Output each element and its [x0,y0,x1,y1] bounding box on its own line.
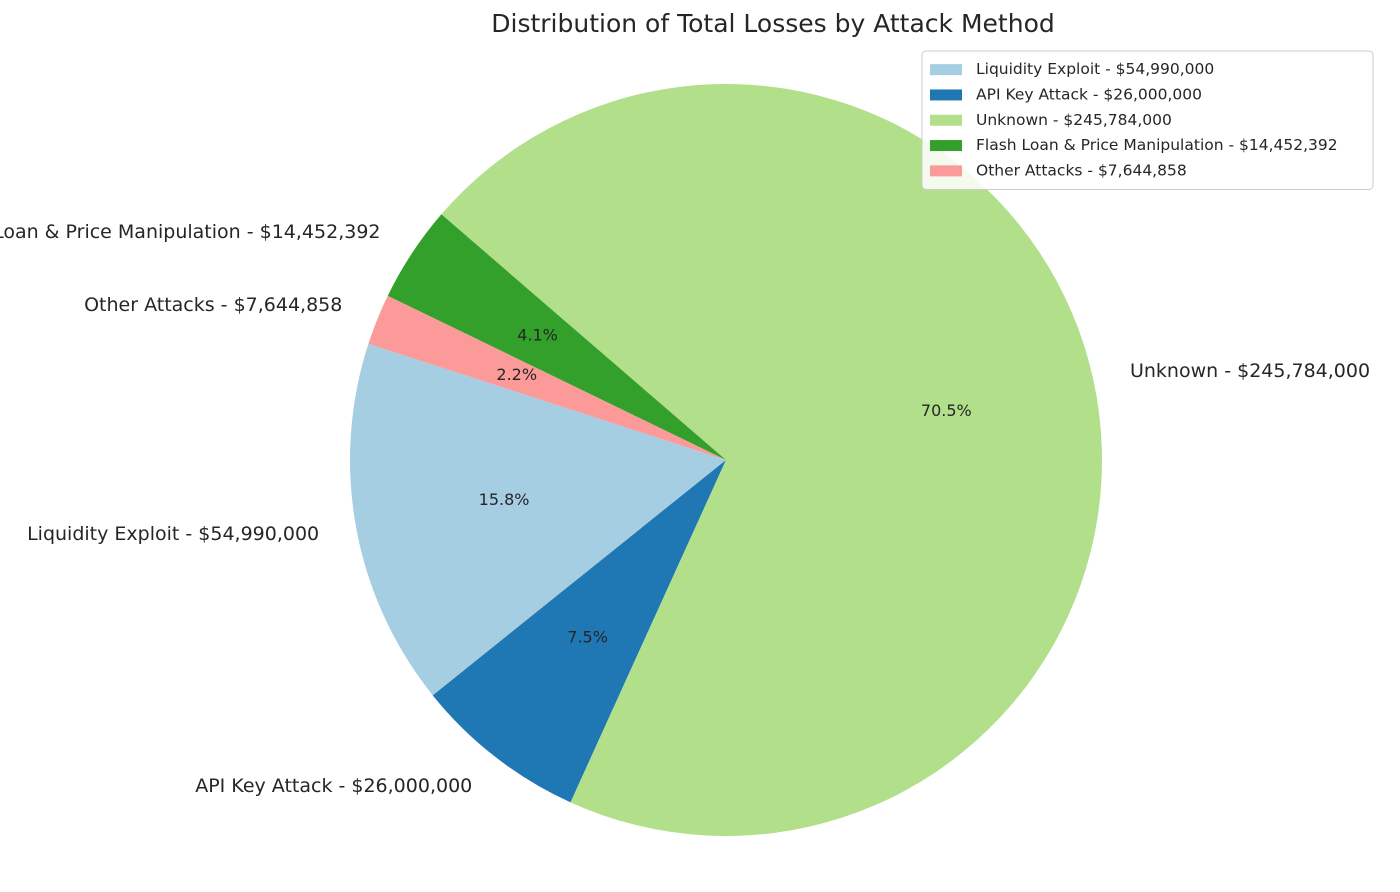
percent-label-liquidity-exploit: 15.8% [479,490,530,509]
percent-label-flash-loan-price-manipulation: 4.1% [517,325,558,344]
percent-labels: 15.8% 7.5% 70.5% 4.1% 2.2% [479,325,972,646]
pie-slice-unknown [441,83,1102,836]
slice-label-flash-loan-price-manipulation: Flash Loan & Price Manipulation - $14,45… [0,221,380,243]
pie-slice-flash-loan-price-manipulation [387,214,726,460]
legend-swatch-liquidity-exploit [930,64,962,76]
legend-box [921,50,1374,190]
slice-label-unknown: Unknown - $245,784,000 [1130,360,1370,382]
legend: Liquidity Exploit - $54,990,000 API Key A… [921,50,1374,190]
legend-entry-api-key-attack: API Key Attack - $26,000,000 [976,85,1202,103]
percent-label-other-attacks: 2.2% [496,365,537,384]
legend-swatch-api-key-attack [930,89,962,101]
legend-entry-liquidity-exploit: Liquidity Exploit - $54,990,000 [976,60,1214,78]
legend-swatch-unknown [930,114,962,126]
percent-label-api-key-attack: 7.5% [567,628,608,647]
legend-entry-unknown: Unknown - $245,784,000 [976,111,1172,129]
legend-swatch-other-attacks [930,165,962,177]
legend-entry-flash-loan-price-manipulation: Flash Loan & Price Manipulation - $14,45… [976,136,1338,154]
pie-slice-api-key-attack [432,460,726,803]
legend-entry-other-attacks: Other Attacks - $7,644,858 [976,161,1187,179]
pie-slice-other-attacks [368,295,726,460]
chart-title: Distribution of Total Losses by Attack M… [491,9,1055,38]
slice-labels: Liquidity Exploit - $54,990,000 API Key A… [0,221,1370,797]
slice-label-api-key-attack: API Key Attack - $26,000,000 [195,775,472,797]
pie-slices [350,83,1102,836]
legend-swatch-flash-loan-price-manipulation [930,140,962,152]
pie-slice-liquidity-exploit [350,343,726,696]
slice-label-liquidity-exploit: Liquidity Exploit - $54,990,000 [27,523,319,545]
slice-label-other-attacks: Other Attacks - $7,644,858 [84,294,342,316]
percent-label-unknown: 70.5% [921,401,972,420]
